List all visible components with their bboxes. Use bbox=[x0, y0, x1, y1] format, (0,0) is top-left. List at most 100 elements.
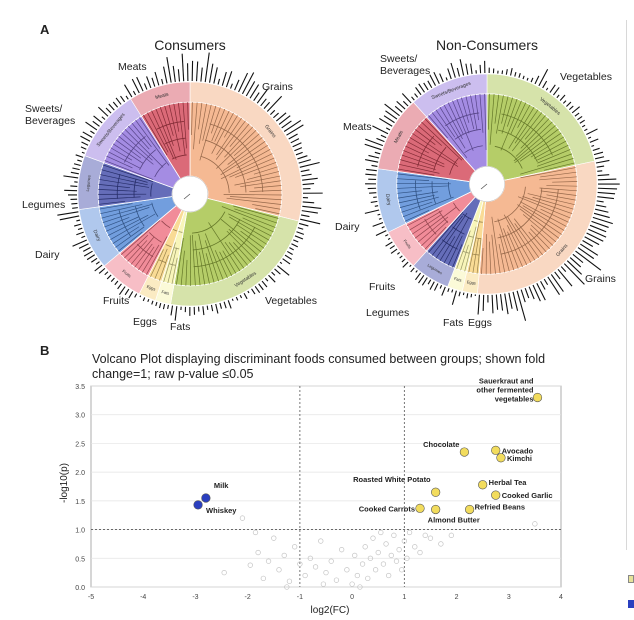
nonconsumers-branch-meats bbox=[407, 141, 430, 154]
nonconsumers-branch-dairy bbox=[396, 178, 430, 181]
nonconsumers-branch-meats bbox=[421, 121, 463, 161]
consumers-abundance-bar bbox=[104, 271, 109, 276]
consumers-branch-grains bbox=[220, 144, 269, 176]
nonconsumers-abundance-bar bbox=[418, 275, 425, 284]
point-nonsignificant bbox=[401, 538, 407, 544]
consumers-abundance-bar bbox=[208, 63, 214, 83]
consumers-abundance-bar bbox=[221, 71, 227, 86]
consumers-abundance-bar bbox=[139, 295, 142, 298]
nonconsumers-abundance-bar bbox=[510, 68, 513, 76]
consumers-branch-sweets bbox=[118, 135, 154, 165]
nonconsumers-abundance-bar bbox=[575, 250, 602, 271]
point-nonsignificant bbox=[255, 549, 261, 556]
consumers-branch-sweets bbox=[112, 143, 144, 164]
consumers-abundance-bar bbox=[82, 131, 93, 138]
point-nonsignificant bbox=[312, 564, 319, 570]
volcano-title: Volcano Plot displaying discriminant foo… bbox=[92, 352, 546, 381]
nonconsumers-branch-sweets bbox=[484, 93, 487, 150]
consumers-abundance-bar bbox=[273, 112, 279, 119]
nonconsumers-abundance-bar bbox=[512, 291, 519, 311]
nonconsumers-node-arc-grains bbox=[494, 186, 526, 223]
consumers-branch-fats bbox=[167, 247, 177, 284]
consumers-branch-vegetables bbox=[185, 259, 188, 286]
consumers-abundance-bar bbox=[293, 239, 299, 243]
nonconsumers-branch-grains bbox=[503, 214, 532, 263]
nonconsumers-abundance-bar bbox=[368, 154, 380, 159]
nonconsumers-branch-vegetables bbox=[496, 95, 504, 134]
nonconsumers-abundance-bar bbox=[439, 73, 444, 83]
consumers-branch-eggs bbox=[159, 254, 169, 281]
nonconsumers-branch-vegetables bbox=[533, 140, 567, 159]
consumers-branch-dairy bbox=[115, 226, 145, 248]
consumers-abundance-bar bbox=[239, 294, 243, 299]
consumers-branch-dairy bbox=[104, 217, 130, 228]
nonconsumers-abundance-bar bbox=[543, 278, 549, 286]
consumers-abundance-bar bbox=[81, 141, 89, 146]
consumers-abundance-bar bbox=[72, 167, 80, 171]
consumers-branch-sweets bbox=[106, 155, 133, 169]
nonconsumers-abundance-bar bbox=[447, 68, 452, 80]
point-chocolate bbox=[459, 447, 469, 457]
consumers-abundance-bar bbox=[300, 218, 321, 225]
x-tick-label: 2 bbox=[455, 594, 459, 601]
nonconsumers-abundance-bar bbox=[522, 75, 525, 80]
consumers-branch-meats bbox=[155, 108, 177, 160]
consumers-branch-vegetables bbox=[226, 230, 256, 260]
y-tick-label: 0.0 bbox=[75, 585, 85, 592]
nonconsumers-branch-grains bbox=[527, 193, 575, 206]
consumers-branch-vegetables bbox=[176, 237, 184, 285]
consumers-abundance-bar bbox=[91, 257, 98, 263]
nonconsumers-branch-vegetables bbox=[530, 136, 565, 158]
nonconsumers-branch-meats bbox=[414, 129, 436, 145]
nonconsumers-abundance-bar bbox=[586, 232, 604, 242]
consumers-branch-grains bbox=[229, 157, 275, 178]
nonconsumers-abundance-bar bbox=[532, 284, 541, 302]
nonconsumers-label-vegetables: Vegetables bbox=[560, 71, 612, 83]
nonconsumers-node-arc-dairy bbox=[431, 181, 436, 204]
point-label: Cooked Garlic bbox=[502, 491, 553, 500]
nonconsumers-abundance-bar bbox=[376, 137, 385, 143]
consumers-node-arc-dairy bbox=[118, 210, 131, 237]
point-nonsignificant bbox=[438, 541, 444, 547]
point-nonsignificant bbox=[284, 584, 290, 590]
consumers-abundance-bar bbox=[290, 138, 300, 144]
nonconsumers-abundance-bar bbox=[572, 253, 584, 264]
nonconsumers-abundance-bar bbox=[569, 257, 582, 268]
point-nonsignificant bbox=[362, 544, 368, 550]
nonconsumers-abundance-bar bbox=[399, 255, 403, 259]
consumers-abundance-bar bbox=[151, 77, 156, 87]
consumers-branch-vegetables bbox=[236, 224, 267, 245]
consumers-branch-grains bbox=[223, 115, 238, 138]
point-label: Roasted White Potato bbox=[353, 475, 431, 484]
consumers-branch-grains bbox=[223, 194, 282, 196]
nonconsumers-branch-legumes bbox=[439, 236, 456, 262]
nonconsumers-branch-fruits bbox=[421, 220, 449, 247]
nonconsumers-branch-sweets bbox=[452, 100, 474, 151]
nonconsumers-branch-grains bbox=[522, 205, 565, 231]
consumers-node-arc-legumes bbox=[133, 178, 137, 198]
consumers-abundance-bar bbox=[268, 274, 276, 283]
consumers-abundance-bar bbox=[231, 298, 234, 302]
point-nonsignificant bbox=[297, 561, 303, 567]
nonconsumers-abundance-bar bbox=[596, 165, 605, 168]
consumers-node-arc-legumes bbox=[150, 183, 153, 197]
nonconsumers-node-arc-dairy bbox=[448, 182, 452, 198]
nonconsumers-branch-grains bbox=[497, 218, 515, 271]
nonconsumers-branch-dairy bbox=[397, 173, 448, 180]
consumers-node-arc-legumes bbox=[116, 174, 121, 199]
nonconsumers-branch-legumes bbox=[435, 212, 468, 259]
nonconsumers-branch-grains bbox=[529, 228, 550, 250]
point-nonsignificant bbox=[383, 541, 389, 547]
nonconsumers-branch-vegetables bbox=[508, 106, 535, 149]
nonconsumers-branch-fats bbox=[464, 226, 477, 272]
nonconsumers-abundance-bar bbox=[560, 266, 567, 273]
consumers-branch-sweets bbox=[115, 139, 142, 159]
nonconsumers-abundance-bar bbox=[401, 258, 406, 263]
consumers-abundance-bar bbox=[124, 84, 133, 98]
point-nonsignificant bbox=[265, 558, 272, 564]
nonconsumers-abundance-bar bbox=[592, 147, 600, 152]
consumers-branch-grains bbox=[222, 140, 266, 172]
nonconsumers-abundance-bar bbox=[534, 75, 540, 85]
nonconsumers-node-arc-grains bbox=[500, 189, 559, 255]
consumers-branch-grains bbox=[210, 107, 221, 134]
